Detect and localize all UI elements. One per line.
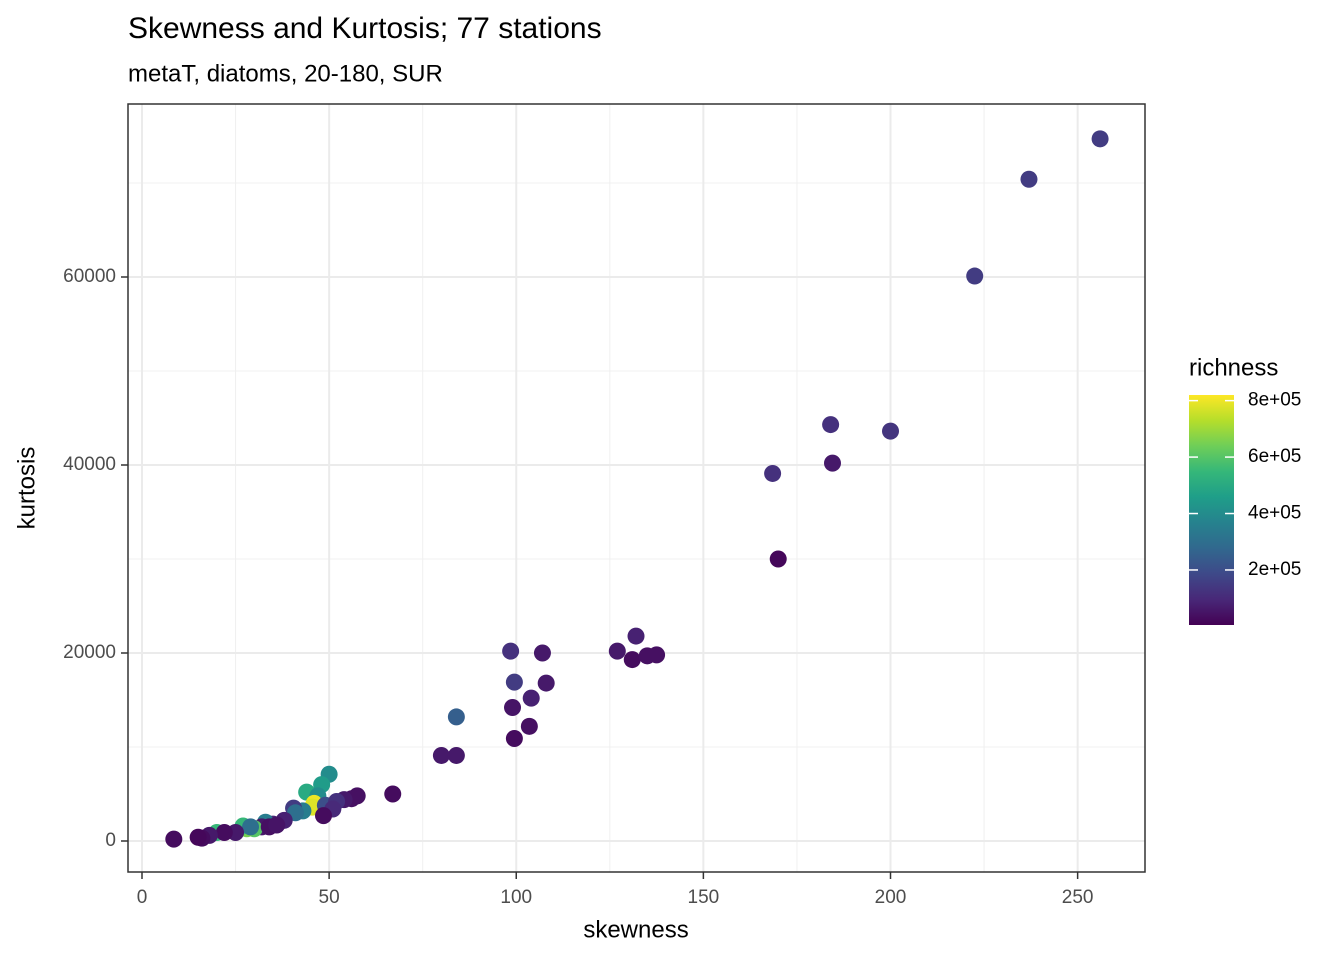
- point: [502, 642, 520, 660]
- point: [623, 651, 641, 669]
- colorbar-label: 2e+05: [1248, 559, 1301, 580]
- point: [764, 464, 782, 482]
- point: [432, 746, 450, 764]
- point: [384, 785, 402, 803]
- chart-subtitle: metaT, diatoms, 20-180, SUR: [128, 60, 443, 87]
- point: [537, 674, 555, 692]
- point: [447, 708, 465, 726]
- point: [315, 807, 333, 825]
- point: [769, 550, 787, 568]
- point: [608, 642, 626, 660]
- y-tick-label: 60000: [63, 266, 116, 287]
- x-tick-label: 50: [319, 887, 340, 908]
- panel-border: [127, 103, 1146, 873]
- point: [648, 646, 666, 664]
- point: [189, 828, 207, 846]
- point: [268, 816, 286, 834]
- point: [505, 673, 523, 691]
- chart-title: Skewness and Kurtosis; 77 stations: [128, 12, 602, 45]
- point: [242, 818, 260, 836]
- point: [505, 730, 523, 748]
- y-tick-label: 0: [105, 830, 116, 851]
- x-tick-label: 250: [1062, 887, 1094, 908]
- point: [215, 824, 233, 842]
- x-axis-label: skewness: [583, 916, 688, 943]
- point: [1091, 130, 1109, 148]
- point: [533, 644, 551, 662]
- x-tick-label: 150: [688, 887, 720, 908]
- point: [165, 830, 183, 848]
- point: [966, 267, 984, 285]
- point: [522, 689, 540, 707]
- point: [823, 454, 841, 472]
- x-tick-label: 0: [137, 887, 148, 908]
- point: [627, 627, 645, 645]
- x-tick-label: 100: [500, 887, 532, 908]
- point: [504, 699, 522, 717]
- x-tick-label: 200: [875, 887, 907, 908]
- point: [447, 746, 465, 764]
- colorbar-label: 6e+05: [1248, 446, 1301, 467]
- colorbar: [1189, 395, 1234, 625]
- point: [520, 717, 538, 735]
- y-tick-label: 40000: [63, 454, 116, 475]
- colorbar-label: 4e+05: [1248, 503, 1301, 524]
- point: [882, 422, 900, 440]
- legend-title: richness: [1189, 354, 1278, 381]
- y-tick-label: 20000: [63, 642, 116, 663]
- point: [1020, 170, 1038, 188]
- colorbar-label: 8e+05: [1248, 390, 1301, 411]
- y-axis-label: kurtosis: [13, 447, 40, 530]
- point: [822, 416, 840, 434]
